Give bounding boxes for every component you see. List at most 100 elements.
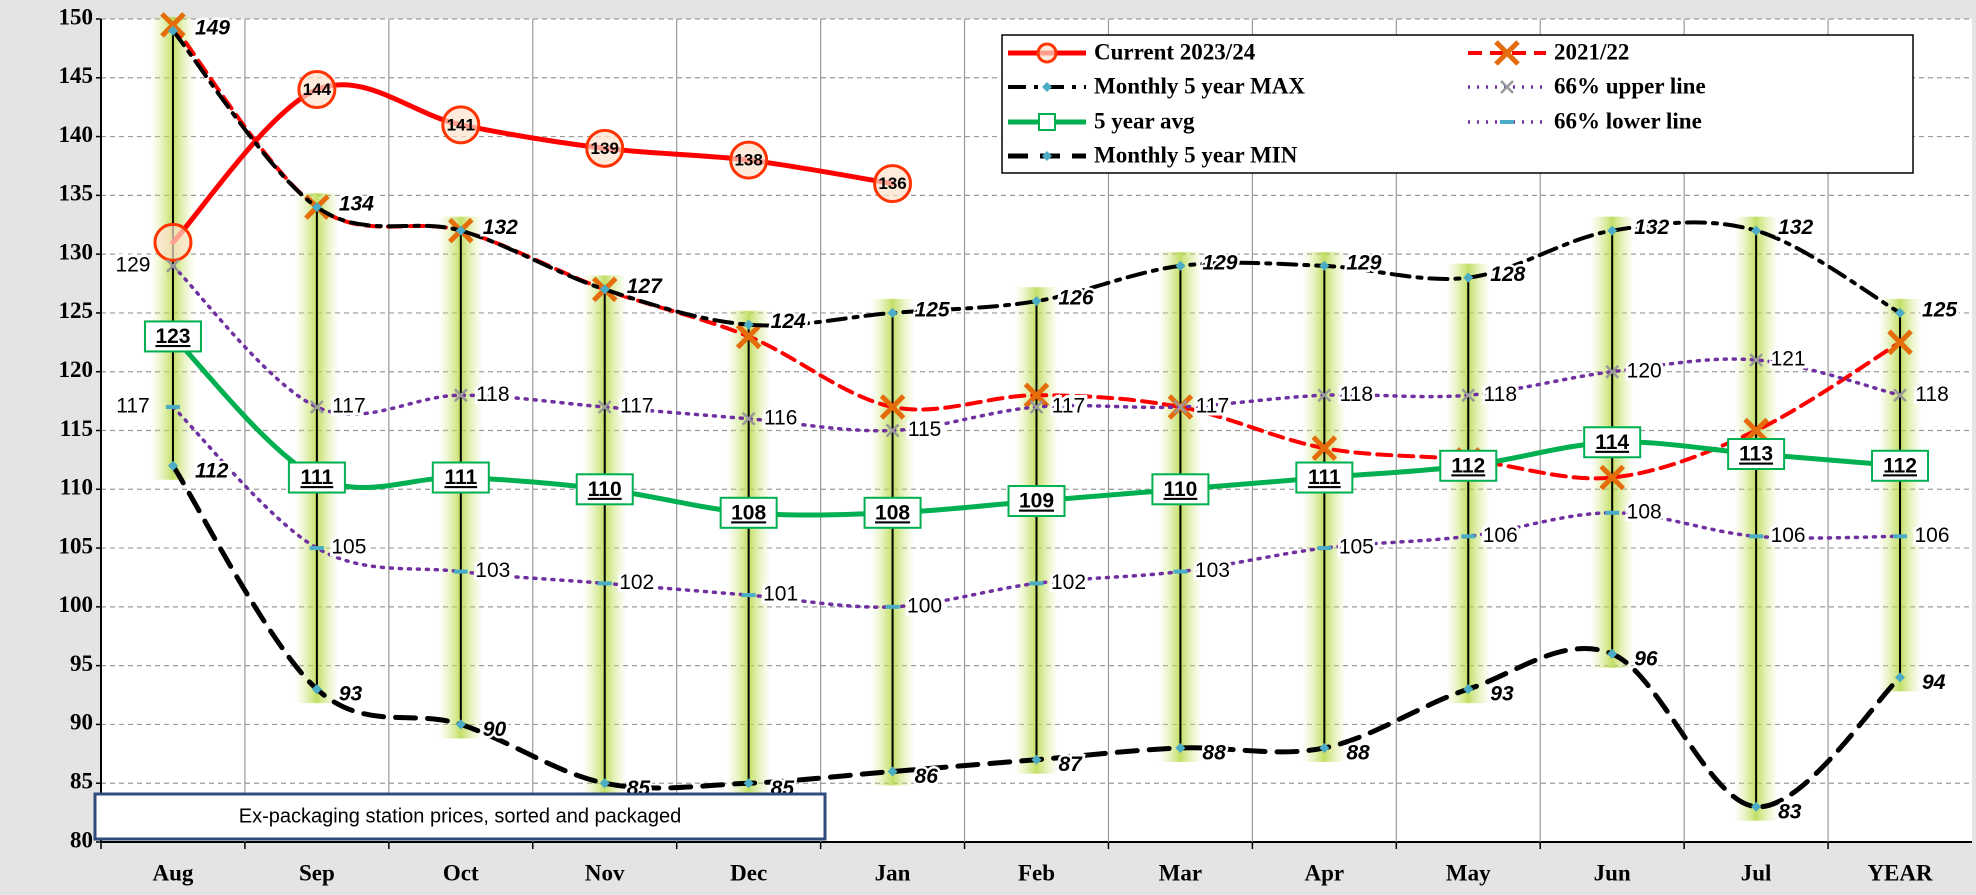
point bbox=[311, 202, 322, 213]
point bbox=[153, 222, 193, 262]
data-label: 132 bbox=[483, 216, 518, 239]
data-label: 94 bbox=[1922, 671, 1946, 694]
point bbox=[1887, 329, 1913, 356]
point bbox=[597, 581, 612, 586]
data-label: 117 bbox=[1196, 395, 1229, 418]
point bbox=[1031, 296, 1042, 307]
data-label: 106 bbox=[1771, 524, 1806, 547]
data-label: 90 bbox=[483, 718, 507, 741]
legend-marker bbox=[1042, 82, 1052, 92]
point bbox=[311, 684, 322, 695]
point bbox=[599, 284, 610, 295]
point bbox=[1727, 438, 1786, 471]
data-label: 88 bbox=[1346, 741, 1370, 764]
point bbox=[1607, 648, 1618, 659]
data-label: 108 bbox=[875, 501, 910, 524]
data-label: 102 bbox=[619, 571, 654, 594]
data-label: 117 bbox=[116, 395, 149, 418]
data-label: 141 bbox=[447, 115, 475, 134]
point bbox=[599, 778, 610, 789]
data-label: 110 bbox=[1163, 478, 1197, 501]
x-tick-label: Aug bbox=[153, 860, 194, 885]
y-tick-label: 95 bbox=[70, 651, 93, 676]
data-label: 129 bbox=[1202, 251, 1237, 274]
point bbox=[166, 259, 180, 273]
point bbox=[455, 225, 466, 236]
x-tick-label: Nov bbox=[585, 860, 625, 885]
data-label: 102 bbox=[1051, 571, 1086, 594]
point bbox=[743, 778, 754, 789]
x-tick-label: Apr bbox=[1305, 860, 1345, 885]
data-label: 83 bbox=[1778, 800, 1802, 823]
data-label: 117 bbox=[620, 395, 653, 418]
x-tick-label: Sep bbox=[299, 860, 335, 885]
point bbox=[455, 719, 466, 730]
point bbox=[167, 460, 178, 471]
point bbox=[863, 496, 922, 529]
point bbox=[879, 394, 906, 420]
data-label: 96 bbox=[1634, 647, 1658, 670]
legend-label: Monthly 5 year MAX bbox=[1094, 73, 1305, 98]
point bbox=[1749, 353, 1764, 367]
data-label: 115 bbox=[908, 418, 941, 441]
data-label: 118 bbox=[1340, 383, 1373, 406]
data-label: 136 bbox=[878, 174, 906, 193]
data-label: 118 bbox=[1915, 383, 1948, 406]
x-tick-label: Oct bbox=[443, 860, 479, 885]
data-label: 100 bbox=[907, 594, 942, 617]
x-tick-label: YEAR bbox=[1867, 860, 1933, 885]
y-tick-label: 115 bbox=[60, 416, 93, 441]
legend-label: 66% upper line bbox=[1554, 73, 1706, 98]
point bbox=[1599, 464, 1625, 491]
legend-marker bbox=[1042, 151, 1052, 161]
point bbox=[1895, 672, 1906, 683]
data-label: 101 bbox=[763, 583, 798, 606]
data-label: 126 bbox=[1059, 287, 1094, 310]
y-tick-label: 80 bbox=[70, 827, 93, 852]
point bbox=[167, 25, 178, 36]
legend-marker bbox=[1494, 40, 1520, 66]
data-label: 118 bbox=[1484, 383, 1517, 406]
legend-label: Monthly 5 year MIN bbox=[1094, 142, 1298, 167]
data-label: 125 bbox=[915, 298, 950, 321]
data-label: 88 bbox=[1202, 741, 1226, 764]
data-label: 117 bbox=[332, 395, 365, 418]
x-tick-label: Jul bbox=[1741, 860, 1772, 885]
point bbox=[1439, 449, 1498, 482]
data-label: 123 bbox=[155, 325, 190, 348]
point bbox=[1151, 473, 1210, 506]
data-label: 114 bbox=[1595, 431, 1629, 454]
point bbox=[1317, 388, 1332, 403]
data-label: 105 bbox=[1339, 536, 1374, 559]
data-label: 138 bbox=[734, 151, 762, 170]
point bbox=[160, 12, 186, 38]
point bbox=[729, 140, 769, 180]
point bbox=[1175, 742, 1186, 753]
data-label: 144 bbox=[303, 80, 332, 99]
data-label: 111 bbox=[1308, 466, 1341, 489]
y-tick-label: 150 bbox=[59, 4, 94, 29]
legend-box bbox=[1001, 34, 1914, 174]
data-label: 124 bbox=[771, 310, 806, 333]
point bbox=[885, 423, 900, 438]
data-label: 113 bbox=[1739, 443, 1773, 466]
data-label: 117 bbox=[1052, 395, 1085, 418]
legend-label: 66% lower line bbox=[1554, 108, 1702, 133]
data-label: 132 bbox=[1634, 216, 1669, 239]
data-label: 109 bbox=[1019, 490, 1054, 513]
point bbox=[1175, 260, 1186, 271]
point bbox=[143, 320, 202, 353]
point bbox=[441, 105, 481, 145]
annotation: Ex-packaging station prices, sorted and … bbox=[239, 805, 682, 827]
point bbox=[453, 569, 468, 574]
point bbox=[741, 593, 756, 598]
data-label: 134 bbox=[339, 193, 374, 216]
point bbox=[431, 461, 490, 494]
data-label: 120 bbox=[1627, 359, 1662, 382]
point bbox=[453, 388, 468, 403]
y-tick-label: 140 bbox=[59, 122, 94, 147]
point bbox=[1583, 426, 1642, 459]
x-tick-label: May bbox=[1446, 860, 1491, 885]
point bbox=[1029, 581, 1044, 586]
